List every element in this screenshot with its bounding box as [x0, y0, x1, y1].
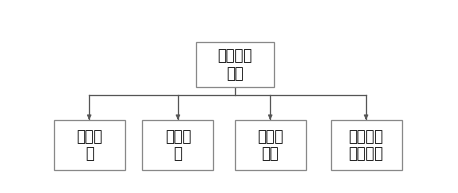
FancyBboxPatch shape [234, 120, 305, 170]
Text: 辅助燃烧
控制系统: 辅助燃烧 控制系统 [349, 129, 383, 161]
FancyBboxPatch shape [142, 120, 213, 170]
Text: 工作控制
总站: 工作控制 总站 [217, 49, 252, 81]
FancyBboxPatch shape [196, 42, 274, 87]
Text: 排烟架
系统: 排烟架 系统 [257, 129, 284, 161]
Text: 冷却系
统: 冷却系 统 [76, 129, 102, 161]
FancyBboxPatch shape [331, 120, 402, 170]
FancyBboxPatch shape [54, 120, 125, 170]
Text: 燃烧系
统: 燃烧系 统 [165, 129, 191, 161]
